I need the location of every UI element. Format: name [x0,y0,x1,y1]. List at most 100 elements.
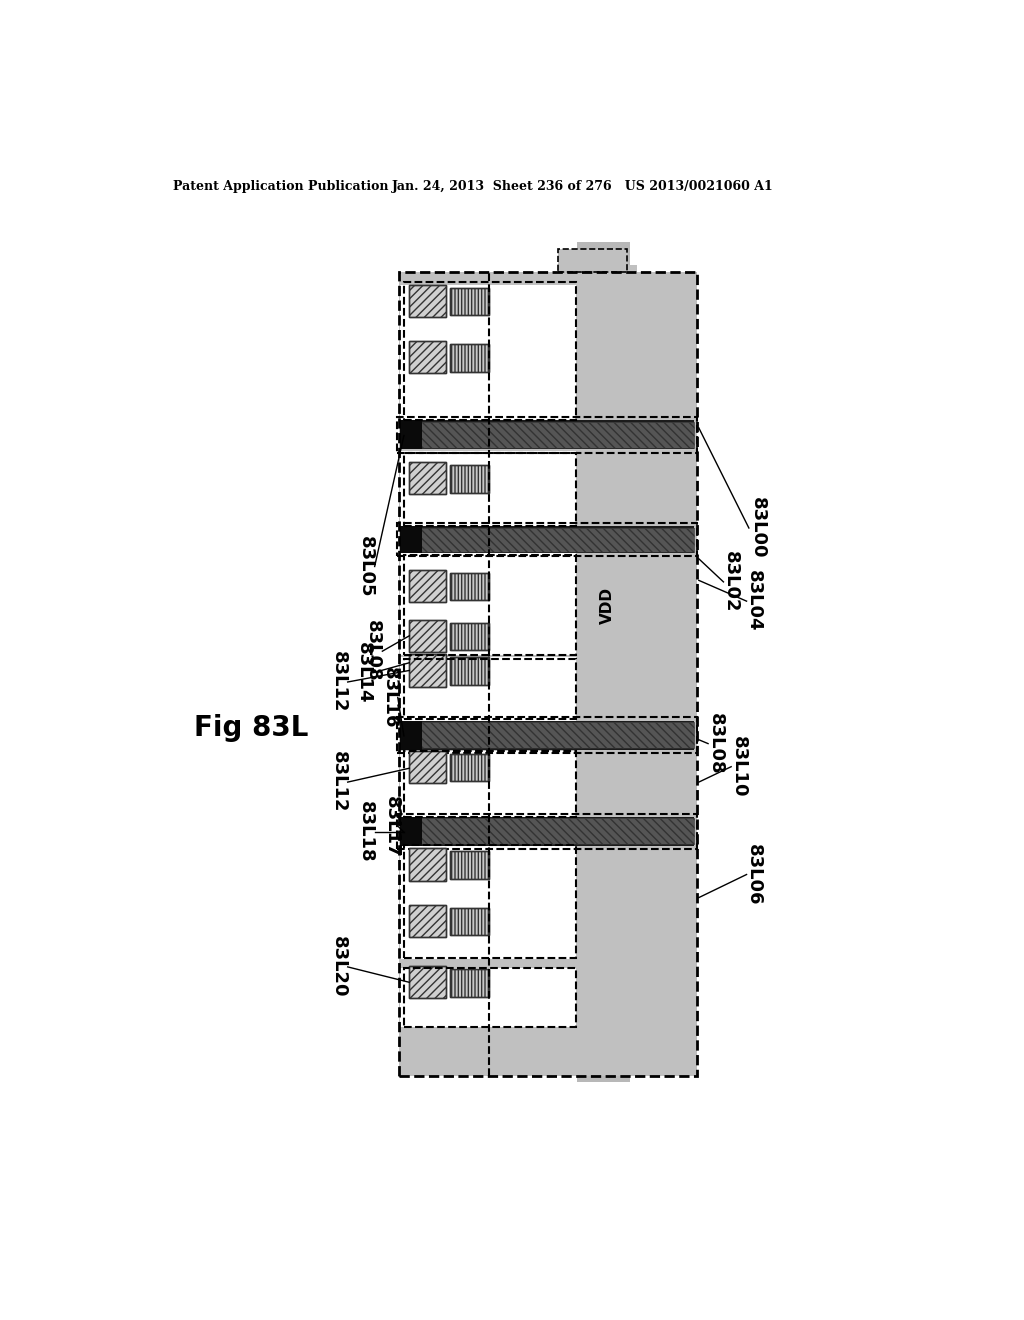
Bar [558,249,628,272]
Bar [402,722,694,748]
Bar [451,623,488,651]
Bar [402,422,694,447]
Text: 83L14: 83L14 [355,642,373,704]
Bar [410,341,446,374]
Bar [410,751,446,783]
Bar [410,849,446,880]
Bar [400,451,575,527]
Bar [451,908,488,936]
Bar [451,573,488,601]
Bar [578,264,630,272]
Bar [397,718,697,752]
Bar [578,242,630,1076]
Bar [400,285,575,420]
Bar [451,969,488,997]
Bar [403,845,575,958]
Bar [410,904,446,937]
Bar [410,966,446,998]
Text: 83L16: 83L16 [381,667,399,729]
Bar [410,655,446,686]
Bar [410,341,446,374]
Bar [398,272,696,1076]
Bar [410,285,446,317]
Bar [403,281,575,420]
Bar [451,623,488,651]
Bar [400,420,422,449]
Bar [410,462,446,494]
Bar [410,849,446,880]
Bar [451,288,488,315]
Bar [410,966,446,998]
Bar [398,272,696,1076]
Bar [451,657,488,685]
Bar [451,657,488,685]
Bar [400,721,694,750]
Text: 83L10: 83L10 [730,737,748,797]
Text: 83L18: 83L18 [357,801,375,863]
Bar [400,845,575,960]
Bar [451,465,488,492]
Bar [410,462,446,494]
Bar [400,657,575,721]
Text: 83L12: 83L12 [330,651,347,713]
Bar [451,288,488,315]
Bar [451,345,488,372]
Text: 83L08: 83L08 [365,620,382,682]
Text: 83L06: 83L06 [745,843,763,906]
Bar [451,754,488,781]
Bar [578,1076,630,1082]
Bar [400,527,422,553]
Bar [451,754,488,781]
Text: 83L08: 83L08 [707,713,725,775]
Bar [397,523,697,557]
Bar [403,554,575,655]
Text: Jan. 24, 2013  Sheet 236 of 276   US 2013/0021060 A1: Jan. 24, 2013 Sheet 236 of 276 US 2013/0… [392,181,774,194]
Text: Patent Application Publication: Patent Application Publication [173,181,388,194]
Bar [400,420,694,449]
Bar [410,570,446,602]
Bar [451,345,488,372]
Bar [410,619,446,652]
Bar [410,570,446,602]
Text: VDD: VDD [600,586,614,623]
Bar [402,528,694,552]
Text: 83L05: 83L05 [356,536,375,597]
Bar [402,818,694,845]
Bar [397,417,697,453]
Bar [400,817,422,846]
Bar [403,751,575,817]
Bar [573,264,637,272]
Bar [403,453,575,527]
Bar [400,751,575,817]
Bar [451,969,488,997]
Text: 83L20: 83L20 [330,936,347,998]
Bar [451,573,488,601]
Bar [400,969,575,1027]
Bar [402,818,694,845]
Bar [400,817,694,846]
Text: 83L04: 83L04 [745,570,763,632]
Bar [410,285,446,317]
Bar [403,969,575,1027]
Bar [397,813,697,849]
Bar [400,721,422,750]
Bar [410,655,446,686]
Text: 83L12: 83L12 [330,751,347,813]
Bar [402,722,694,748]
Bar [451,908,488,936]
Bar [410,751,446,783]
Text: 83L00: 83L00 [750,498,767,558]
Bar [400,553,575,655]
Bar [410,904,446,937]
Text: 83L02: 83L02 [722,552,740,612]
Bar [451,465,488,492]
Text: Fig 83L: Fig 83L [194,714,308,742]
Bar [451,851,488,879]
Bar [402,528,694,552]
Bar [410,619,446,652]
Bar [403,659,575,719]
Bar [451,851,488,879]
Text: 83L17: 83L17 [383,796,401,858]
Bar [400,527,694,553]
Bar [402,422,694,447]
